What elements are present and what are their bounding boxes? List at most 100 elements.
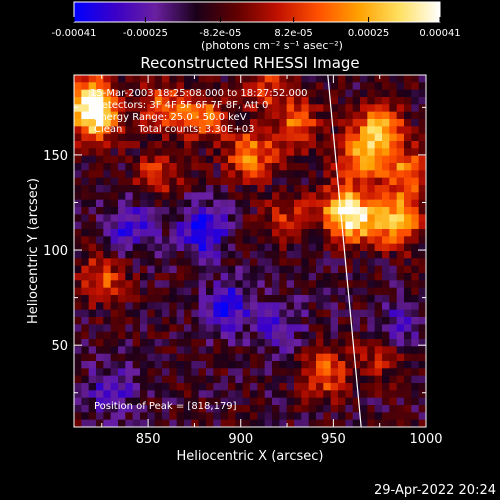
heatmap-cell xyxy=(382,221,390,230)
heatmap-cell xyxy=(176,317,185,325)
heatmap-cell xyxy=(301,287,310,296)
heatmap-cell xyxy=(154,361,163,369)
heatmap-cell xyxy=(88,383,97,391)
heatmap-cell xyxy=(103,221,112,230)
heatmap-cell xyxy=(360,265,368,274)
heatmap-cell xyxy=(404,251,412,259)
heatmap-cell xyxy=(206,119,214,127)
heatmap-cell xyxy=(228,221,236,230)
heatmap-cell xyxy=(74,111,82,120)
heatmap-cell xyxy=(184,419,192,427)
heatmap-cell xyxy=(103,192,112,201)
heatmap-cell xyxy=(206,82,214,91)
heatmap-cell xyxy=(198,75,207,83)
heatmap-cell xyxy=(228,331,236,340)
heatmap-cell xyxy=(389,317,398,325)
heatmap-cell xyxy=(206,185,214,193)
heatmap-cell xyxy=(308,324,317,333)
heatmap-cell xyxy=(257,236,266,245)
heatmap-cell xyxy=(110,221,119,230)
heatmap-cell xyxy=(264,339,273,347)
heatmap-cell xyxy=(279,97,288,105)
heatmap-cell xyxy=(176,177,185,186)
heatmap-cell xyxy=(228,324,236,333)
heatmap-cell xyxy=(162,236,170,245)
heatmap-cell xyxy=(330,419,339,427)
heatmap-cell xyxy=(279,302,288,311)
heatmap-cell xyxy=(360,419,368,427)
heatmap-cell xyxy=(352,309,361,318)
heatmap-cell xyxy=(206,141,214,149)
heatmap-cell xyxy=(191,368,200,377)
heatmap-cell xyxy=(184,287,192,296)
heatmap-cell xyxy=(316,273,324,281)
heatmap-cell xyxy=(176,368,185,377)
heatmap-cell xyxy=(242,331,251,340)
heatmap-cell xyxy=(110,287,119,296)
heatmap-cell xyxy=(118,82,126,91)
heatmap-cell xyxy=(206,383,214,391)
heatmap-cell xyxy=(308,309,317,318)
heatmap-cell xyxy=(140,419,148,427)
heatmap-cell xyxy=(257,104,266,113)
heatmap-cell xyxy=(74,104,82,113)
heatmap-cell xyxy=(316,412,324,421)
heatmap-cell xyxy=(81,97,90,105)
heatmap-cell xyxy=(367,243,376,252)
heatmap-cell xyxy=(147,368,156,377)
heatmap-cell xyxy=(396,192,405,201)
heatmap-cell xyxy=(191,287,200,296)
heatmap-cell xyxy=(360,126,368,135)
heatmap-cell xyxy=(176,353,185,362)
heatmap-cell xyxy=(404,148,412,157)
heatmap-cell xyxy=(389,185,398,193)
heatmap-cell xyxy=(96,221,104,230)
heatmap-cell xyxy=(308,236,317,245)
heatmap-cell xyxy=(184,177,192,186)
heatmap-cell xyxy=(411,375,420,384)
heatmap-cell xyxy=(382,331,390,340)
heatmap-cell xyxy=(242,192,251,201)
heatmap-cell xyxy=(418,75,426,83)
heatmap-cell xyxy=(88,390,97,399)
heatmap-cell xyxy=(213,368,222,377)
heatmap-cell xyxy=(411,229,420,237)
heatmap-cell xyxy=(323,192,332,201)
heatmap-cell xyxy=(374,412,383,421)
heatmap-cell xyxy=(74,331,82,340)
heatmap-cell xyxy=(367,163,376,171)
heatmap-cell xyxy=(147,265,156,274)
heatmap-cell xyxy=(323,141,332,149)
heatmap-cell xyxy=(279,75,288,83)
heatmap-cell xyxy=(81,89,90,98)
heatmap-cell xyxy=(360,155,368,164)
heatmap-cell xyxy=(228,141,236,149)
heatmap-cell xyxy=(411,280,420,289)
heatmap-cell xyxy=(228,207,236,215)
heatmap-cell xyxy=(81,397,90,406)
heatmap-cell xyxy=(184,309,192,318)
heatmap-cell xyxy=(294,133,302,142)
heatmap-cell xyxy=(250,111,258,120)
heatmap-cell xyxy=(184,243,192,252)
heatmap-cell xyxy=(103,265,112,274)
heatmap-cell xyxy=(338,390,346,399)
heatmap-cell xyxy=(330,155,339,164)
heatmap-cell xyxy=(345,331,354,340)
heatmap-cell xyxy=(330,126,339,135)
heatmap-cell xyxy=(264,75,273,83)
heatmap-cell xyxy=(389,177,398,186)
heatmap-cell xyxy=(96,229,104,237)
heatmap-cell xyxy=(213,229,222,237)
heatmap-cell xyxy=(323,287,332,296)
heatmap-cell xyxy=(374,317,383,325)
heatmap-cell xyxy=(250,229,258,237)
heatmap-cell xyxy=(191,258,200,267)
heatmap-cell xyxy=(264,133,273,142)
heatmap-cell xyxy=(81,170,90,179)
heatmap-cell xyxy=(308,251,317,259)
heatmap-cell xyxy=(418,97,426,105)
heatmap-cell xyxy=(338,229,346,237)
heatmap-cell xyxy=(103,317,112,325)
heatmap-cell xyxy=(140,375,148,384)
